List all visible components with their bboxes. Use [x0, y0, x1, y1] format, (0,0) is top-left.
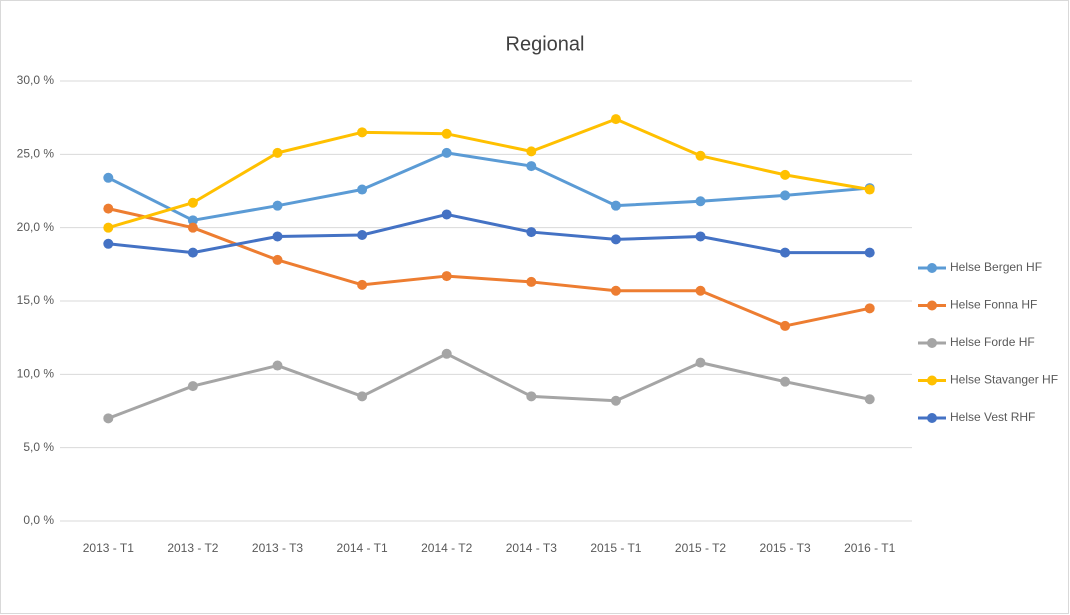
- data-point: [780, 190, 791, 201]
- data-point: [864, 184, 875, 195]
- data-point: [272, 200, 283, 211]
- data-point: [272, 147, 283, 158]
- data-point: [357, 279, 368, 290]
- data-point: [526, 227, 537, 238]
- data-point: [695, 357, 706, 368]
- data-point: [695, 150, 706, 161]
- data-point: [695, 196, 706, 207]
- y-tick-label: 10,0 %: [17, 367, 55, 381]
- data-point: [441, 271, 452, 282]
- x-tick-label: 2014 - T2: [421, 541, 472, 555]
- legend-marker: [927, 263, 937, 273]
- x-tick-label: 2013 - T3: [252, 541, 303, 555]
- data-point: [526, 391, 537, 402]
- data-point: [441, 209, 452, 220]
- data-point: [187, 215, 198, 226]
- data-point: [780, 247, 791, 258]
- x-tick-label: 2015 - T2: [675, 541, 726, 555]
- x-tick-label: 2015 - T3: [760, 541, 811, 555]
- data-point: [272, 231, 283, 242]
- data-point: [187, 222, 198, 233]
- legend-label: Helse Bergen HF: [950, 260, 1042, 274]
- data-point: [526, 146, 537, 157]
- y-tick-label: 5,0 %: [23, 440, 54, 454]
- chart-title: Regional: [506, 33, 585, 55]
- data-point: [864, 394, 875, 405]
- data-point: [272, 360, 283, 371]
- legend-label: Helse Stavanger HF: [950, 373, 1058, 387]
- data-point: [103, 413, 114, 424]
- data-point: [695, 231, 706, 242]
- data-point: [610, 285, 621, 296]
- legend-label: Helse Fonna HF: [950, 298, 1037, 312]
- data-point: [610, 395, 621, 406]
- y-tick-label: 20,0 %: [17, 220, 55, 234]
- legend-marker: [927, 413, 937, 423]
- data-point: [187, 247, 198, 258]
- data-point: [780, 376, 791, 387]
- data-point: [610, 114, 621, 125]
- legend-marker: [927, 375, 937, 386]
- data-point: [780, 169, 791, 180]
- y-tick-label: 30,0 %: [17, 73, 55, 87]
- data-point: [610, 200, 621, 211]
- data-point: [272, 254, 283, 265]
- x-tick-label: 2014 - T1: [337, 541, 388, 555]
- data-point: [357, 230, 368, 240]
- data-point: [357, 127, 368, 138]
- data-point: [187, 381, 198, 392]
- data-point: [103, 222, 114, 233]
- data-point: [103, 238, 114, 249]
- data-point: [695, 285, 706, 296]
- y-tick-label: 25,0 %: [17, 147, 55, 161]
- legend-marker: [927, 300, 937, 311]
- data-point: [864, 303, 875, 314]
- data-point: [526, 276, 537, 287]
- legend-marker: [927, 338, 937, 348]
- x-tick-label: 2016 - T1: [844, 541, 895, 555]
- series-line: [107, 352, 871, 420]
- data-point: [610, 234, 621, 245]
- data-point: [864, 247, 875, 258]
- data-point: [441, 128, 452, 139]
- x-tick-label: 2015 - T1: [590, 541, 641, 555]
- x-tick-label: 2013 - T2: [167, 541, 218, 555]
- data-point: [441, 348, 452, 359]
- data-point: [441, 147, 452, 158]
- data-point: [103, 172, 114, 183]
- series-line: [107, 151, 870, 222]
- data-point: [357, 391, 368, 402]
- y-tick-label: 15,0 %: [17, 293, 55, 307]
- x-tick-label: 2013 - T1: [83, 541, 134, 555]
- data-point: [780, 320, 791, 331]
- x-tick-label: 2014 - T3: [506, 541, 557, 555]
- data-point: [103, 203, 114, 214]
- series-line: [107, 117, 870, 230]
- data-point: [526, 161, 537, 172]
- series-line: [108, 212, 870, 255]
- data-point: [357, 184, 368, 195]
- legend-label: Helse Vest RHF: [950, 410, 1035, 424]
- legend-label: Helse Forde HF: [950, 335, 1035, 349]
- y-tick-label: 0,0 %: [23, 513, 54, 527]
- data-point: [187, 197, 198, 208]
